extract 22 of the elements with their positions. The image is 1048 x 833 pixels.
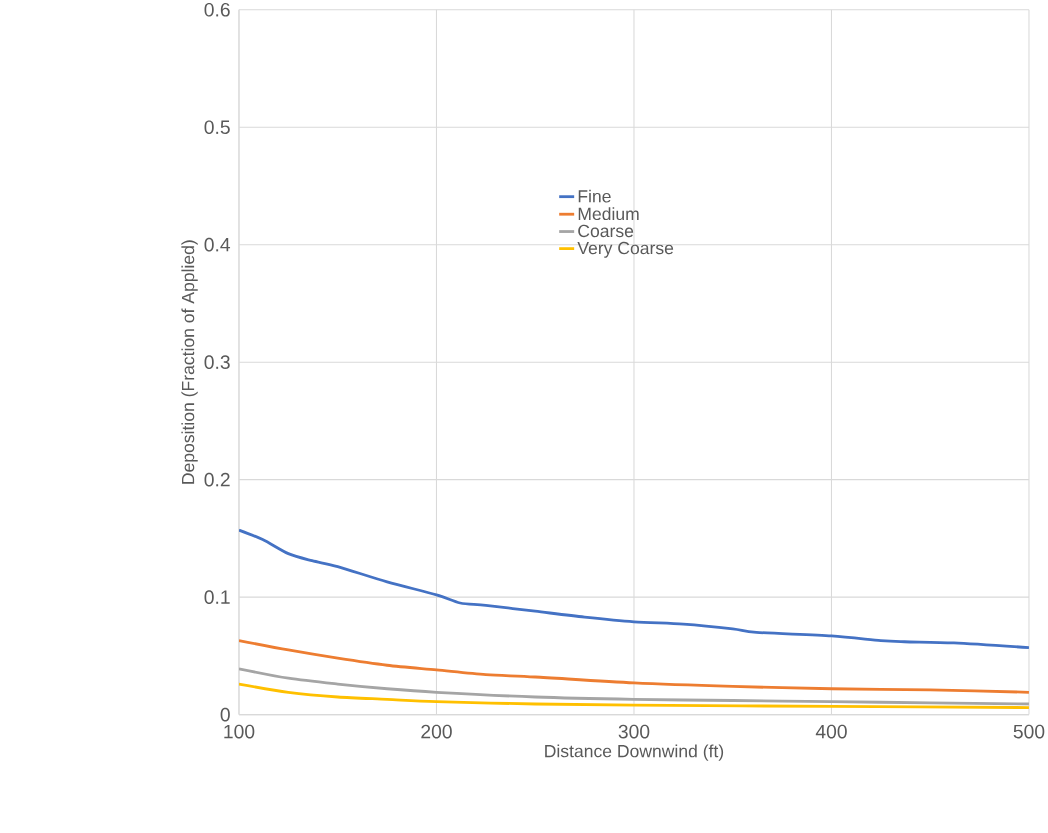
y-axis-title: Deposition (Fraction of Applied) <box>181 240 198 484</box>
y-tick-label: 0.3 <box>204 355 230 369</box>
y-tick-label: 0.6 <box>204 2 230 17</box>
y-tick-label: 0.4 <box>204 237 231 252</box>
legend-label: Coarse <box>578 224 634 238</box>
y-tick-label: 0.1 <box>204 590 230 604</box>
x-tick-label: 300 <box>618 724 650 739</box>
y-tick-label: 0.2 <box>204 472 230 487</box>
legend-label: Medium <box>578 207 639 220</box>
line-series <box>238 528 1029 649</box>
x-tick-label: 400 <box>815 724 847 739</box>
y-tick-label: 0 <box>220 707 230 722</box>
x-tick-label: 500 <box>1013 724 1045 739</box>
line-series <box>238 667 1029 706</box>
x-tick-label: 200 <box>421 724 452 739</box>
line-series <box>238 682 1029 709</box>
legend-label: Very Coarse <box>577 241 674 258</box>
line-series <box>238 639 1029 694</box>
x-axis-title: Distance Downwind (ft) <box>545 744 724 761</box>
legend-label: Fine <box>578 189 611 203</box>
y-tick-label: 0.5 <box>204 120 230 134</box>
x-tick-label: 100 <box>224 724 255 739</box>
